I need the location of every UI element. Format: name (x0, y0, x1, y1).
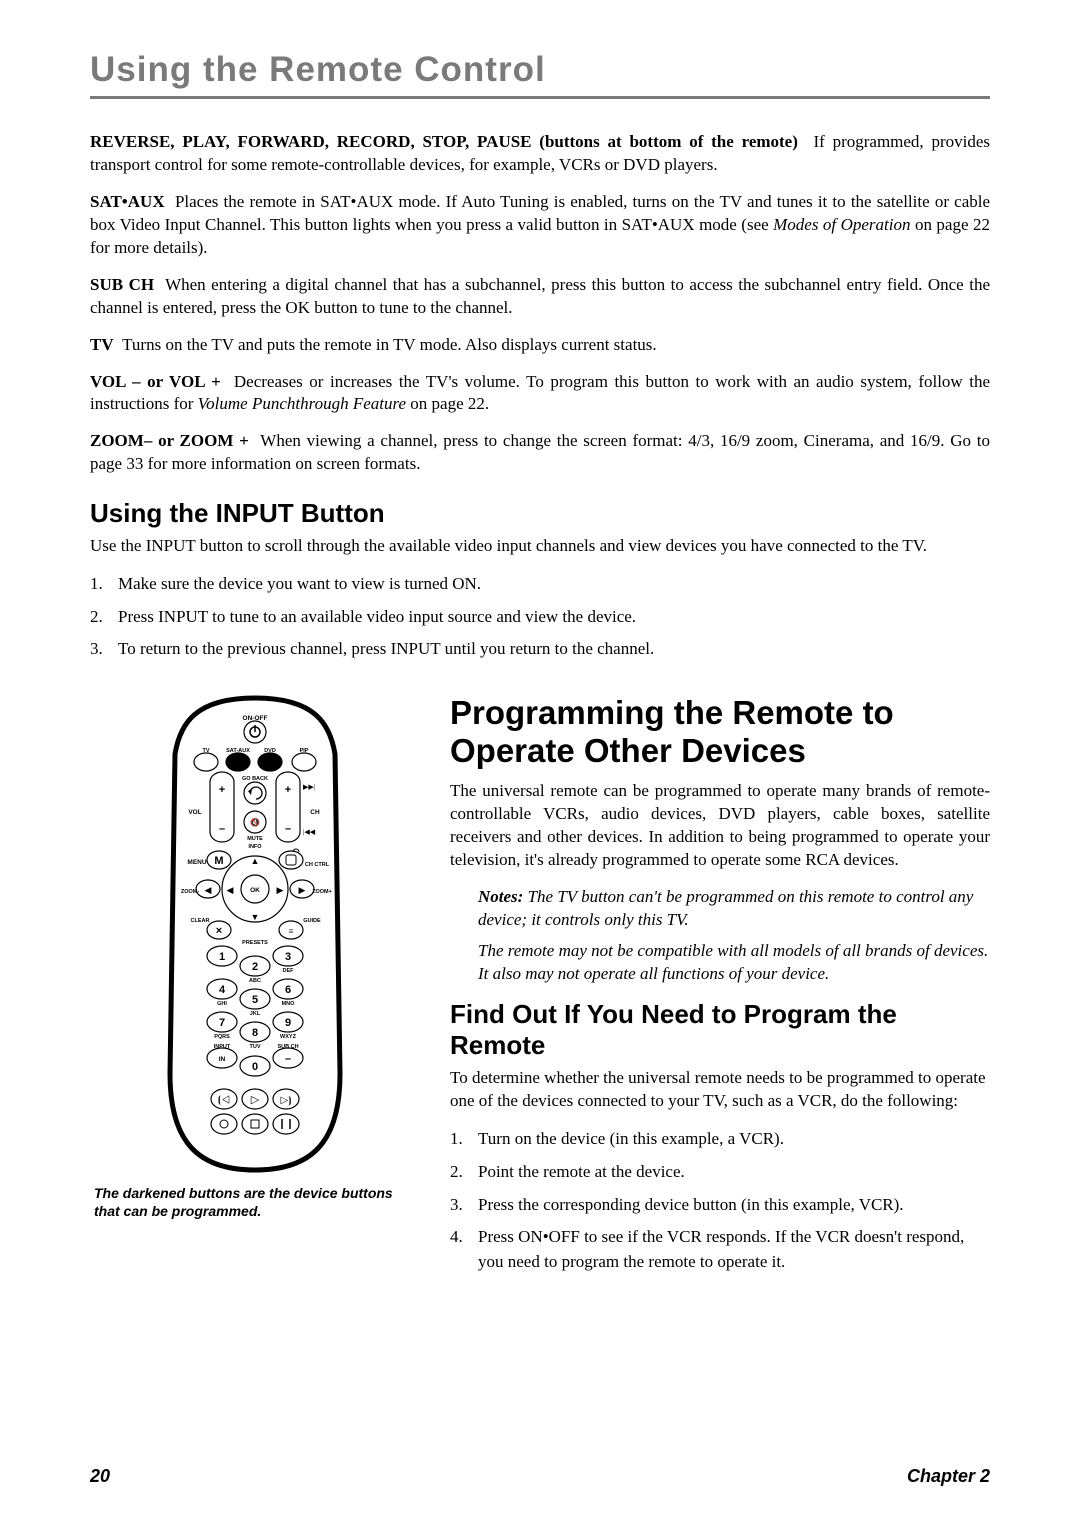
svg-text:MENU: MENU (187, 859, 206, 866)
find-step-2: 2.Point the remote at the device. (450, 1160, 990, 1185)
svg-text:4: 4 (219, 984, 226, 996)
svg-text:2: 2 (252, 961, 258, 973)
input-step-2: 2.Press INPUT to tune to an available vi… (90, 605, 990, 630)
svg-text:–: – (285, 1053, 291, 1065)
find-step-1: 1.Turn on the device (in this example, a… (450, 1127, 990, 1152)
svg-text:GO BACK: GO BACK (242, 776, 268, 782)
svg-text:INFO: INFO (248, 844, 262, 850)
svg-text:1: 1 (219, 951, 225, 963)
label-sataux: SAT•AUX (90, 192, 165, 211)
svg-text:CH: CH (310, 809, 320, 816)
remote-caption: The darkened buttons are the device butt… (90, 1184, 420, 1220)
svg-text:◀: ◀ (227, 885, 234, 895)
svg-text:≡: ≡ (288, 926, 293, 936)
svg-text:M: M (214, 855, 223, 867)
svg-text:5: 5 (252, 994, 258, 1006)
svg-text:TUV: TUV (250, 1044, 261, 1050)
input-heading: Using the INPUT Button (90, 498, 990, 529)
input-step-3: 3.To return to the previous channel, pre… (90, 637, 990, 662)
svg-text:MNO: MNO (282, 1001, 296, 1007)
svg-text:▼: ▼ (251, 912, 260, 922)
svg-text:|◀◀: |◀◀ (303, 828, 316, 836)
programming-intro: The universal remote can be programmed t… (450, 780, 990, 872)
para-sataux: SAT•AUX Places the remote in SAT•AUX mod… (90, 191, 990, 260)
svg-text:PRESETS: PRESETS (242, 940, 268, 946)
svg-text:▷⦘: ▷⦘ (280, 1095, 291, 1106)
svg-text:IN: IN (219, 1056, 226, 1063)
svg-text:CH CTRL: CH CTRL (305, 862, 330, 868)
svg-text:OK: OK (250, 887, 260, 894)
svg-text:7: 7 (219, 1017, 225, 1029)
chapter-title: Using the Remote Control (90, 50, 990, 90)
svg-text:◀: ◀ (205, 885, 212, 895)
svg-text:8: 8 (252, 1027, 258, 1039)
remote-svg: .b{fill:#fff;stroke:#000;stroke-width:1.… (140, 694, 370, 1174)
svg-text:0: 0 (252, 1061, 258, 1073)
svg-text:▷: ▷ (251, 1094, 260, 1106)
svg-text:+: + (285, 784, 291, 796)
svg-text:ABC: ABC (249, 978, 261, 984)
svg-text:ZOOM+: ZOOM+ (312, 889, 332, 895)
label-reverse: REVERSE, PLAY, FORWARD, RECORD, STOP, PA… (90, 132, 798, 151)
notes-label: Notes: (478, 887, 523, 906)
svg-text:PQRS: PQRS (214, 1034, 230, 1040)
tail-vol: on page 22. (406, 394, 489, 413)
svg-text:JKL: JKL (250, 1011, 261, 1017)
para-tv: TV Turns on the TV and puts the remote i… (90, 334, 990, 357)
svg-text:▶▶|: ▶▶| (303, 783, 315, 791)
page-footer: 20 Chapter 2 (90, 1436, 990, 1487)
find-step-3: 3.Press the corresponding device button … (450, 1193, 990, 1218)
find-step-4: 4.Press ON•OFF to see if the VCR respond… (450, 1225, 990, 1274)
svg-text:VOL: VOL (188, 809, 201, 816)
svg-text:–: – (219, 823, 225, 835)
svg-text:×: × (216, 925, 222, 937)
para-zoom: ZOOM– or ZOOM + When viewing a channel, … (90, 430, 990, 476)
svg-text:9: 9 (285, 1017, 291, 1029)
svg-text:–: – (285, 823, 291, 835)
programming-heading: Programming the Remote to Operate Other … (450, 694, 990, 770)
svg-text:MUTE: MUTE (247, 836, 263, 842)
ital-sataux: Modes of Operation (773, 215, 910, 234)
svg-text:⦗◁: ⦗◁ (218, 1095, 230, 1106)
note-2: The remote may not be compatible with al… (478, 941, 988, 983)
label-tv: TV (90, 335, 114, 354)
svg-text:WXYZ: WXYZ (280, 1034, 297, 1040)
notes-block: Notes: The TV button can't be programmed… (478, 886, 990, 986)
label-zoom: ZOOM– or ZOOM + (90, 431, 249, 450)
body-tv: Turns on the TV and puts the remote in T… (122, 335, 657, 354)
remote-diagram: .b{fill:#fff;stroke:#000;stroke-width:1.… (90, 694, 420, 1220)
svg-text:ZOOM-: ZOOM- (181, 889, 199, 895)
svg-text:🔇: 🔇 (250, 817, 260, 827)
svg-text:▶: ▶ (277, 885, 284, 895)
svg-text:3: 3 (285, 951, 291, 963)
body-subch: When entering a digital channel that has… (90, 275, 990, 317)
input-intro: Use the INPUT button to scroll through t… (90, 535, 990, 558)
find-intro: To determine whether the universal remot… (450, 1067, 990, 1113)
find-heading: Find Out If You Need to Program the Remo… (450, 999, 990, 1061)
svg-text:DEF: DEF (283, 968, 295, 974)
svg-text:+: + (219, 784, 225, 796)
svg-text:GHI: GHI (217, 1001, 227, 1007)
label-subch: SUB CH (90, 275, 154, 294)
svg-text:6: 6 (285, 984, 291, 996)
svg-text:GUIDE: GUIDE (303, 918, 321, 924)
svg-text:CLEAR: CLEAR (191, 918, 210, 924)
para-subch: SUB CH When entering a digital channel t… (90, 274, 990, 320)
para-vol: VOL – or VOL + Decreases or increases th… (90, 371, 990, 417)
label-vol: VOL – or VOL + (90, 372, 221, 391)
svg-text:▶: ▶ (299, 885, 306, 895)
chapter-label: Chapter 2 (907, 1466, 990, 1487)
page-number: 20 (90, 1466, 110, 1487)
input-step-1: 1.Make sure the device you want to view … (90, 572, 990, 597)
para-reverse: REVERSE, PLAY, FORWARD, RECORD, STOP, PA… (90, 131, 990, 177)
note-1: The TV button can't be programmed on thi… (478, 887, 973, 929)
title-rule (90, 96, 990, 99)
svg-text:▲: ▲ (251, 856, 260, 866)
ital-vol: Volume Punchthrough Feature (198, 394, 406, 413)
